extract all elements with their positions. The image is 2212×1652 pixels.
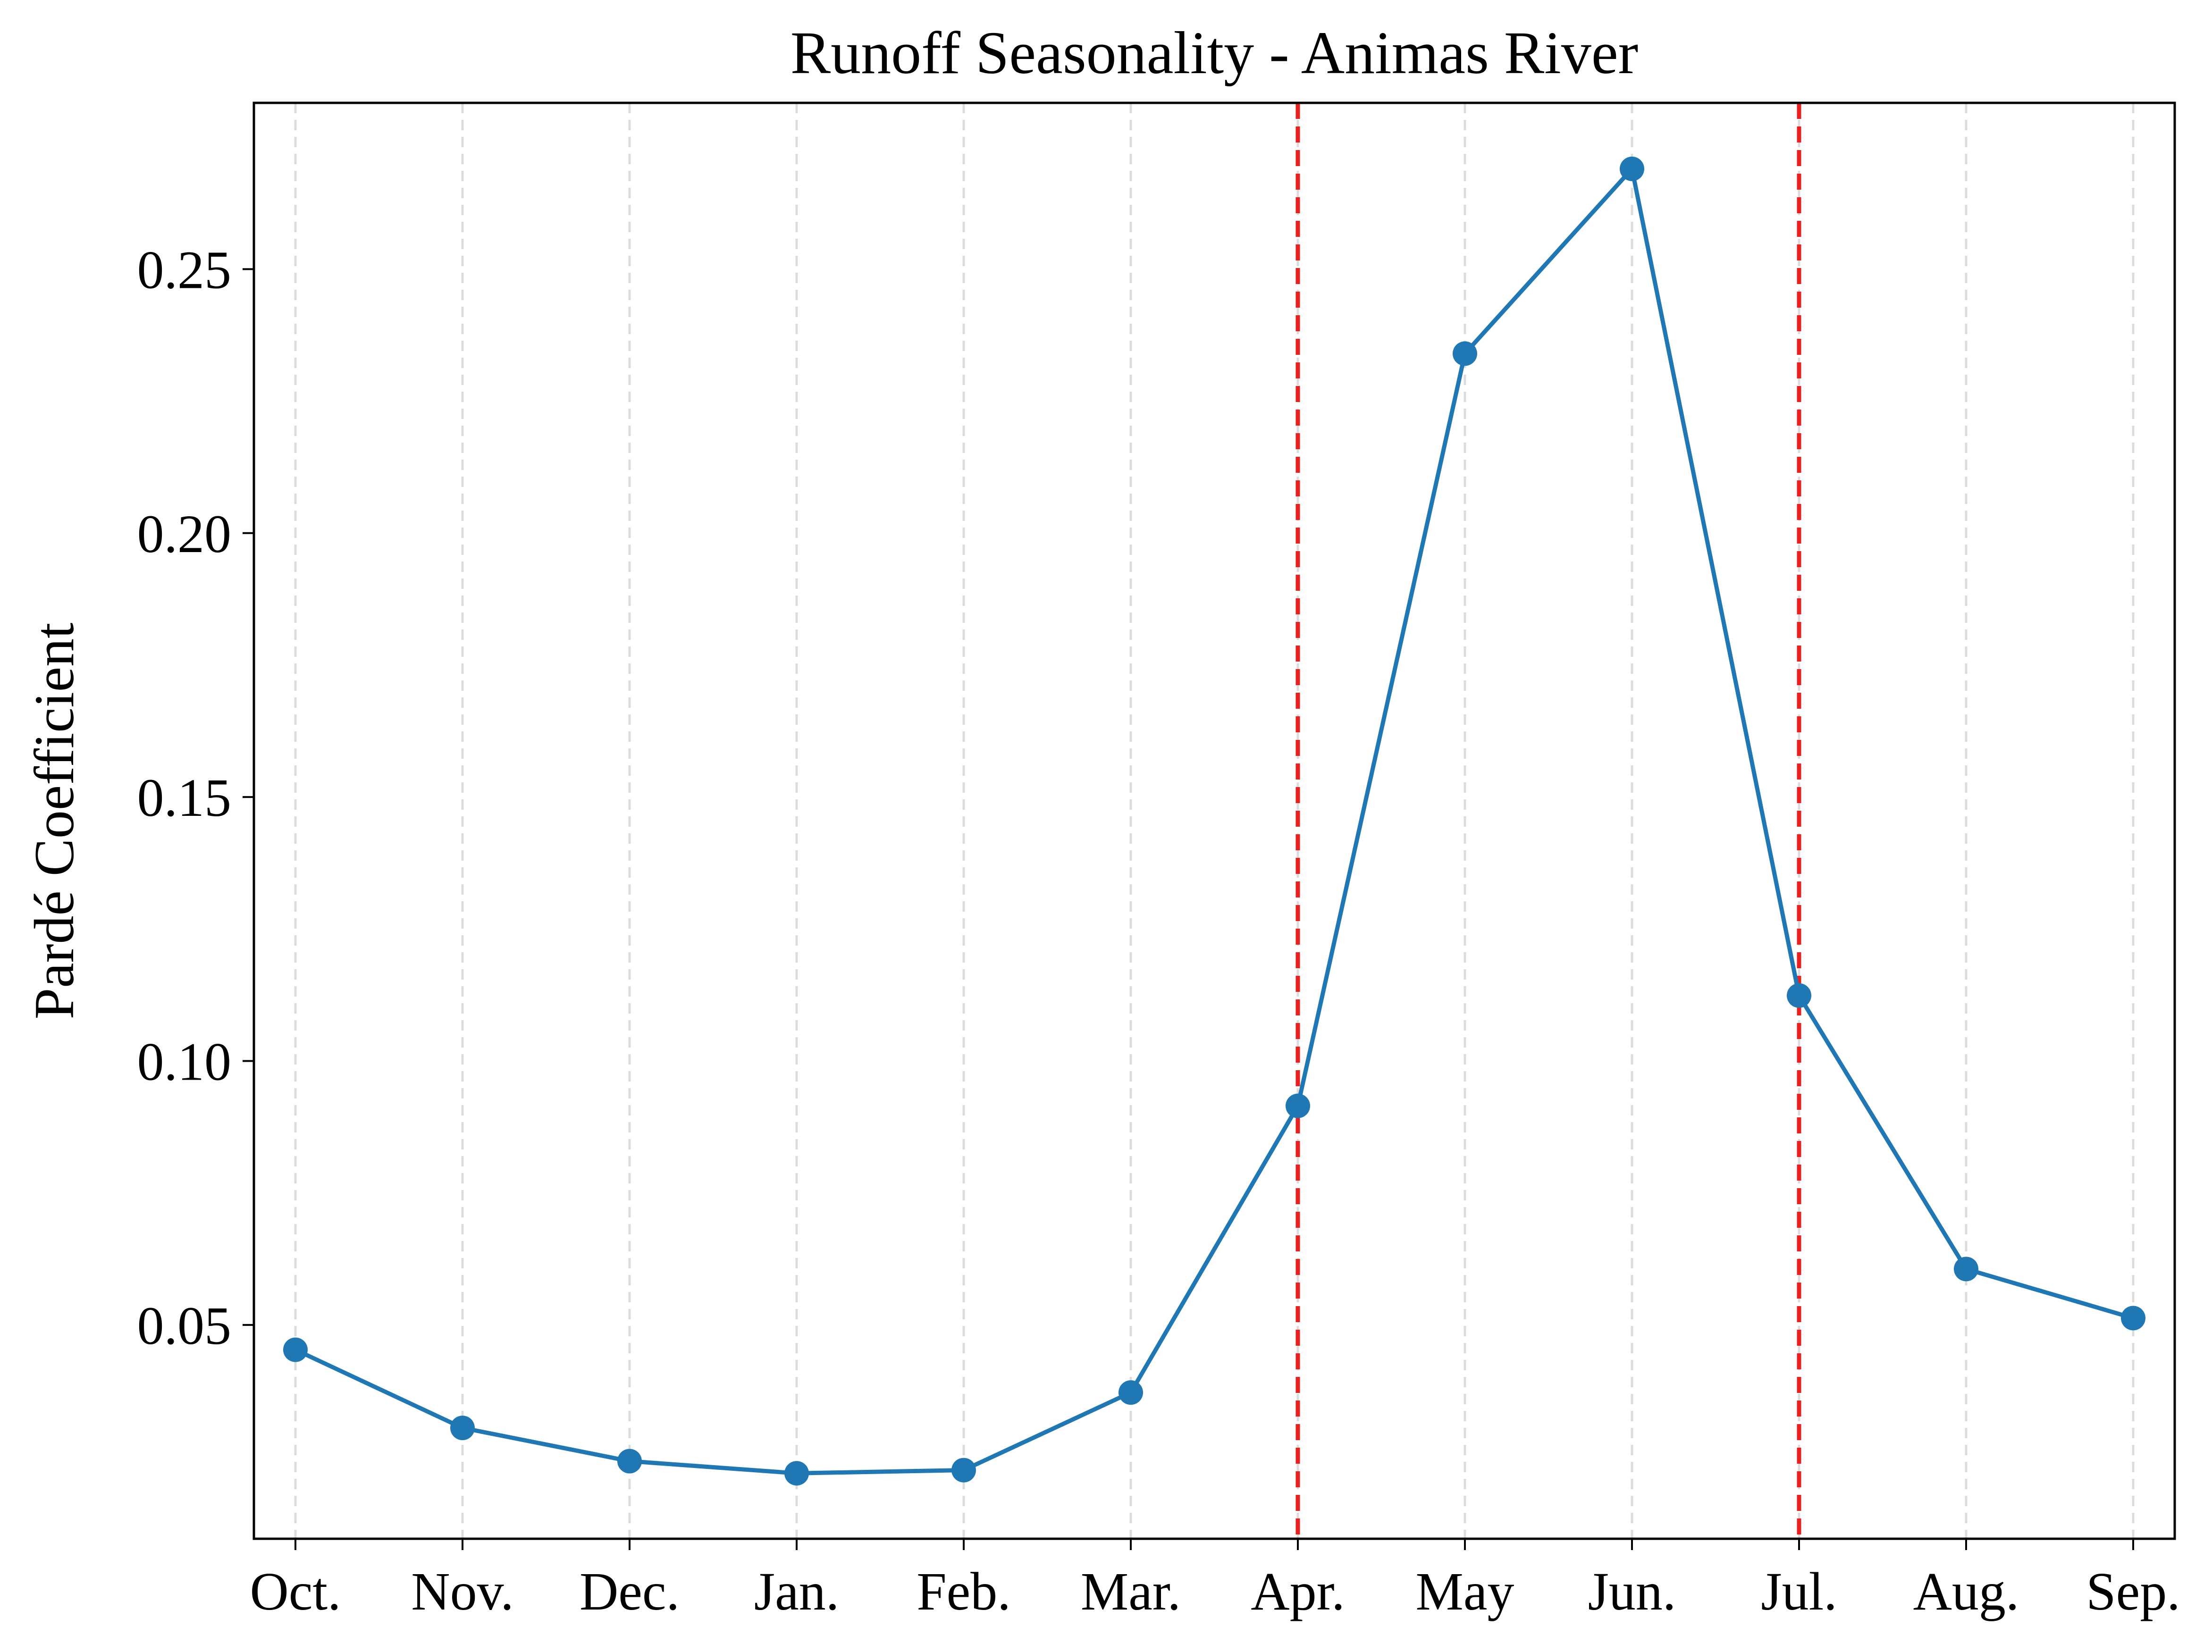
data-point [951,1458,976,1483]
y-tick-label: 0.15 [137,768,232,828]
data-point [2121,1306,2145,1331]
data-point [1119,1380,1143,1405]
series-line [294,167,2134,1476]
x-axis-ticks: Oct. Nov. Dec. Jan. Feb. Mar. Apr. May Jun. Jul. A… [250,1539,2180,1621]
data-point [1620,156,1644,181]
data-point [1787,983,1811,1008]
y-tick-label: 0.25 [137,240,232,300]
data-point [1453,341,1477,366]
data-point [1954,1257,1978,1282]
x-tick-label: Feb. [917,1561,1011,1621]
x-tick-label: Sep. [2086,1561,2180,1621]
data-point [784,1461,809,1486]
data-point [283,1337,308,1362]
data-point [617,1449,642,1474]
x-tick-label: Aug. [1913,1561,2019,1621]
x-tick-label: Apr. [1251,1561,1345,1621]
x-tick-label: Mar. [1081,1561,1181,1621]
x-tick-label: Jan. [754,1561,839,1621]
data-point [1286,1093,1310,1118]
x-tick-label: Oct. [250,1561,341,1621]
y-axis-ticks: 0.05 0.10 0.15 0.20 0.25 [137,240,254,1356]
y-tick-label: 0.10 [137,1032,232,1092]
x-tick-label: Jun. [1588,1561,1676,1621]
reference-lines [1295,103,1801,1539]
y-axis-label: Pardé Coefficient [23,623,85,1020]
data-point [450,1416,475,1441]
series [283,156,2145,1486]
x-grid-lines [294,103,2135,1539]
x-tick-label: Jul. [1761,1561,1837,1621]
plot-frame [252,101,2176,1540]
x-tick-label: May [1416,1561,1514,1621]
y-tick-label: 0.05 [137,1296,232,1356]
x-tick-label: Nov. [411,1561,513,1621]
x-tick-label: Dec. [580,1561,680,1621]
y-tick-label: 0.20 [137,504,232,564]
chart-title: Runoff Seasonality - Animas River [791,19,1639,86]
